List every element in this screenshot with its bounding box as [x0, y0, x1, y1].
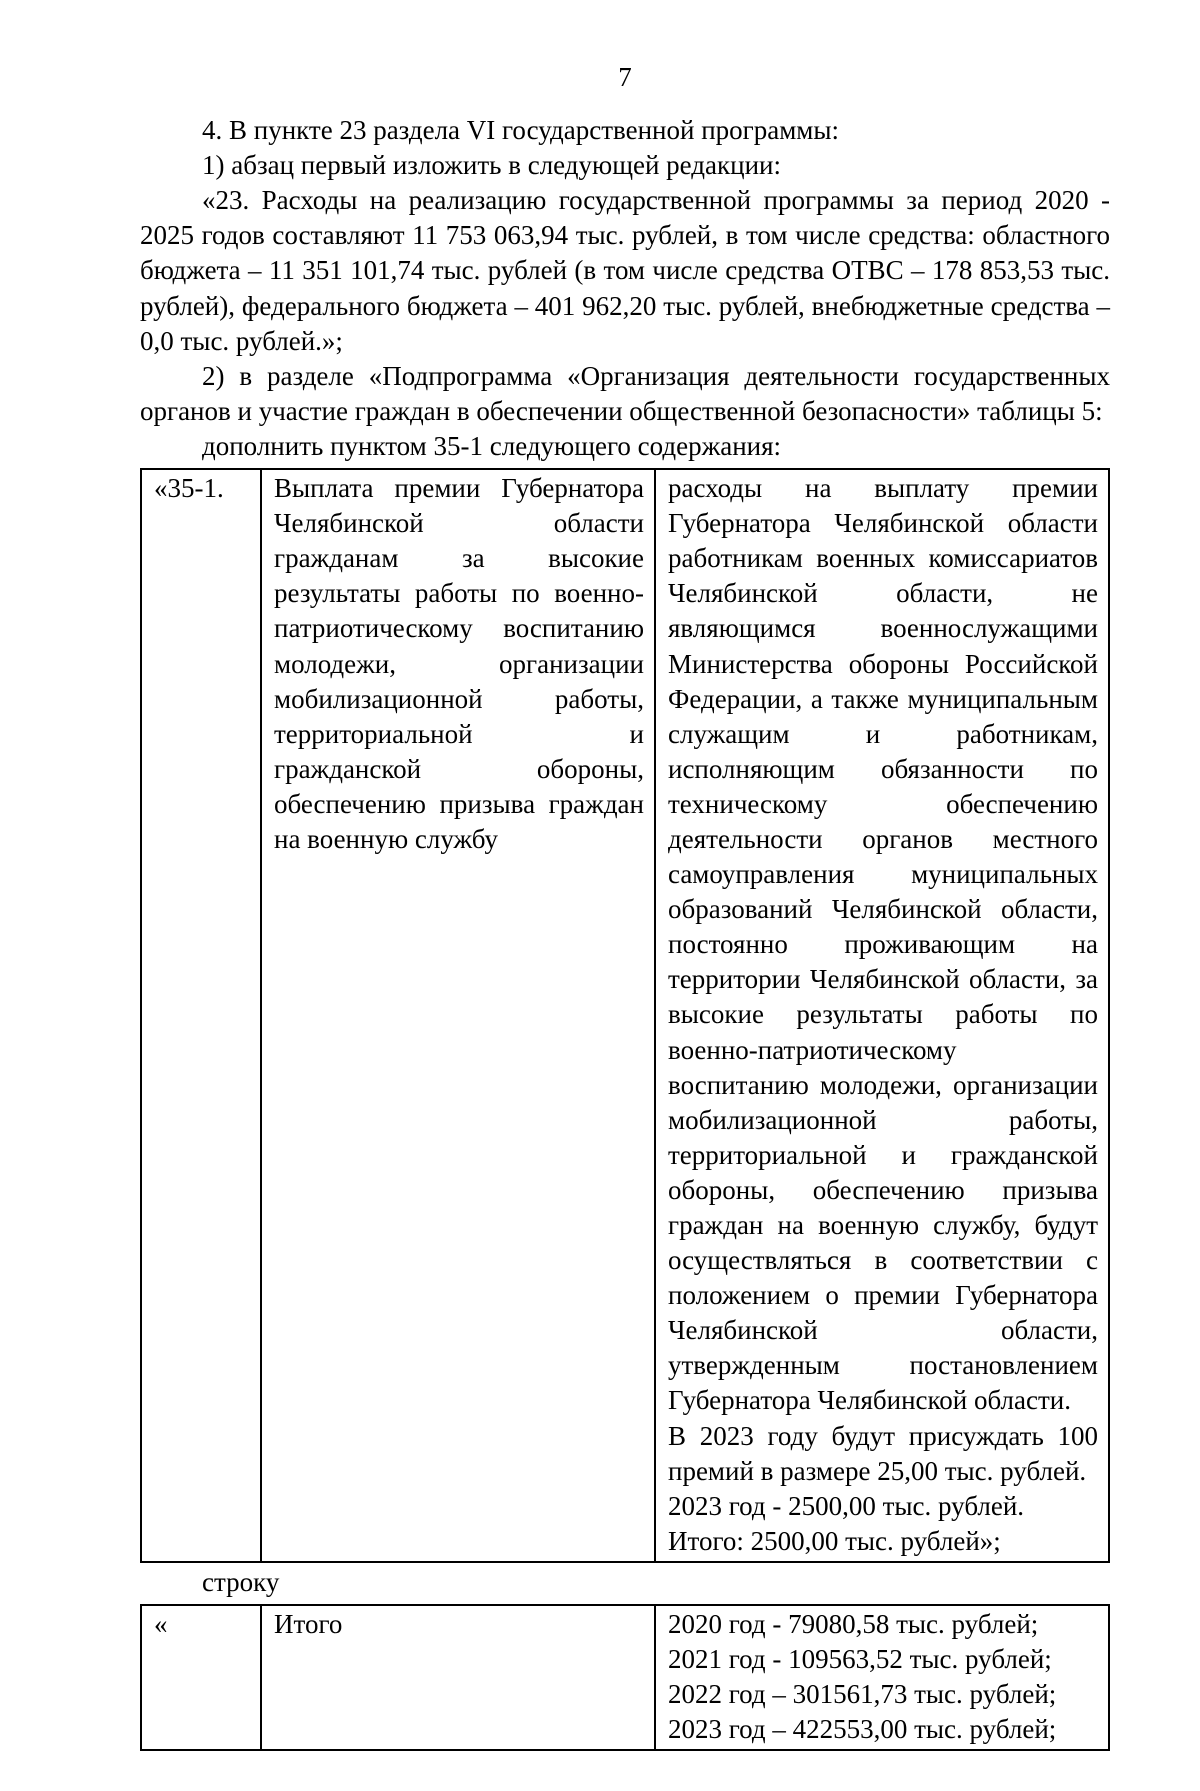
- cell-text-line3: 2023 год - 2500,00 тыс. рублей.: [668, 1491, 1024, 1521]
- table-itogo: « Итого 2020 год - 79080,58 тыс. рублей;…: [140, 1604, 1110, 1751]
- table-row: «35-1. Выплата премии Губернатора Челяби…: [141, 469, 1109, 1562]
- cell-itogo-values: 2020 год - 79080,58 тыс. рублей; 2021 го…: [655, 1605, 1109, 1750]
- cell-text-main: расходы на выплату премии Губернатора Че…: [668, 473, 1098, 1415]
- itogo-2020: 2020 год - 79080,58 тыс. рублей;: [668, 1609, 1038, 1639]
- cell-text-line2: В 2023 году будут присуждать 100 премий …: [668, 1421, 1098, 1486]
- itogo-2022: 2022 год – 301561,73 тыс. рублей;: [668, 1679, 1056, 1709]
- table-35-1: «35-1. Выплата премии Губернатора Челяби…: [140, 468, 1110, 1563]
- cell-quote: «: [141, 1605, 261, 1750]
- cell-number: «35-1.: [141, 469, 261, 1562]
- cell-title: Выплата премии Губернатора Челябинской о…: [261, 469, 655, 1562]
- page-number: 7: [140, 60, 1110, 95]
- cell-itogo-label: Итого: [261, 1605, 655, 1750]
- paragraph-stroku: строку: [140, 1565, 1110, 1600]
- paragraph-2-section: 2) в разделе «Подпрограмма «Организация …: [140, 359, 1110, 429]
- itogo-2021: 2021 год - 109563,52 тыс. рублей;: [668, 1644, 1052, 1674]
- paragraph-quote-23: «23. Расходы на реализацию государственн…: [140, 183, 1110, 358]
- paragraph-4-1: 1) абзац первый изложить в следующей ред…: [140, 148, 1110, 183]
- cell-text-line4: Итого: 2500,00 тыс. рублей»;: [668, 1526, 1001, 1556]
- paragraph-add-35-1: дополнить пунктом 35-1 следующего содерж…: [140, 429, 1110, 464]
- table-row: « Итого 2020 год - 79080,58 тыс. рублей;…: [141, 1605, 1109, 1750]
- cell-description: расходы на выплату премии Губернатора Че…: [655, 469, 1109, 1562]
- itogo-2023: 2023 год – 422553,00 тыс. рублей;: [668, 1714, 1056, 1744]
- paragraph-4: 4. В пункте 23 раздела VI государственно…: [140, 113, 1110, 148]
